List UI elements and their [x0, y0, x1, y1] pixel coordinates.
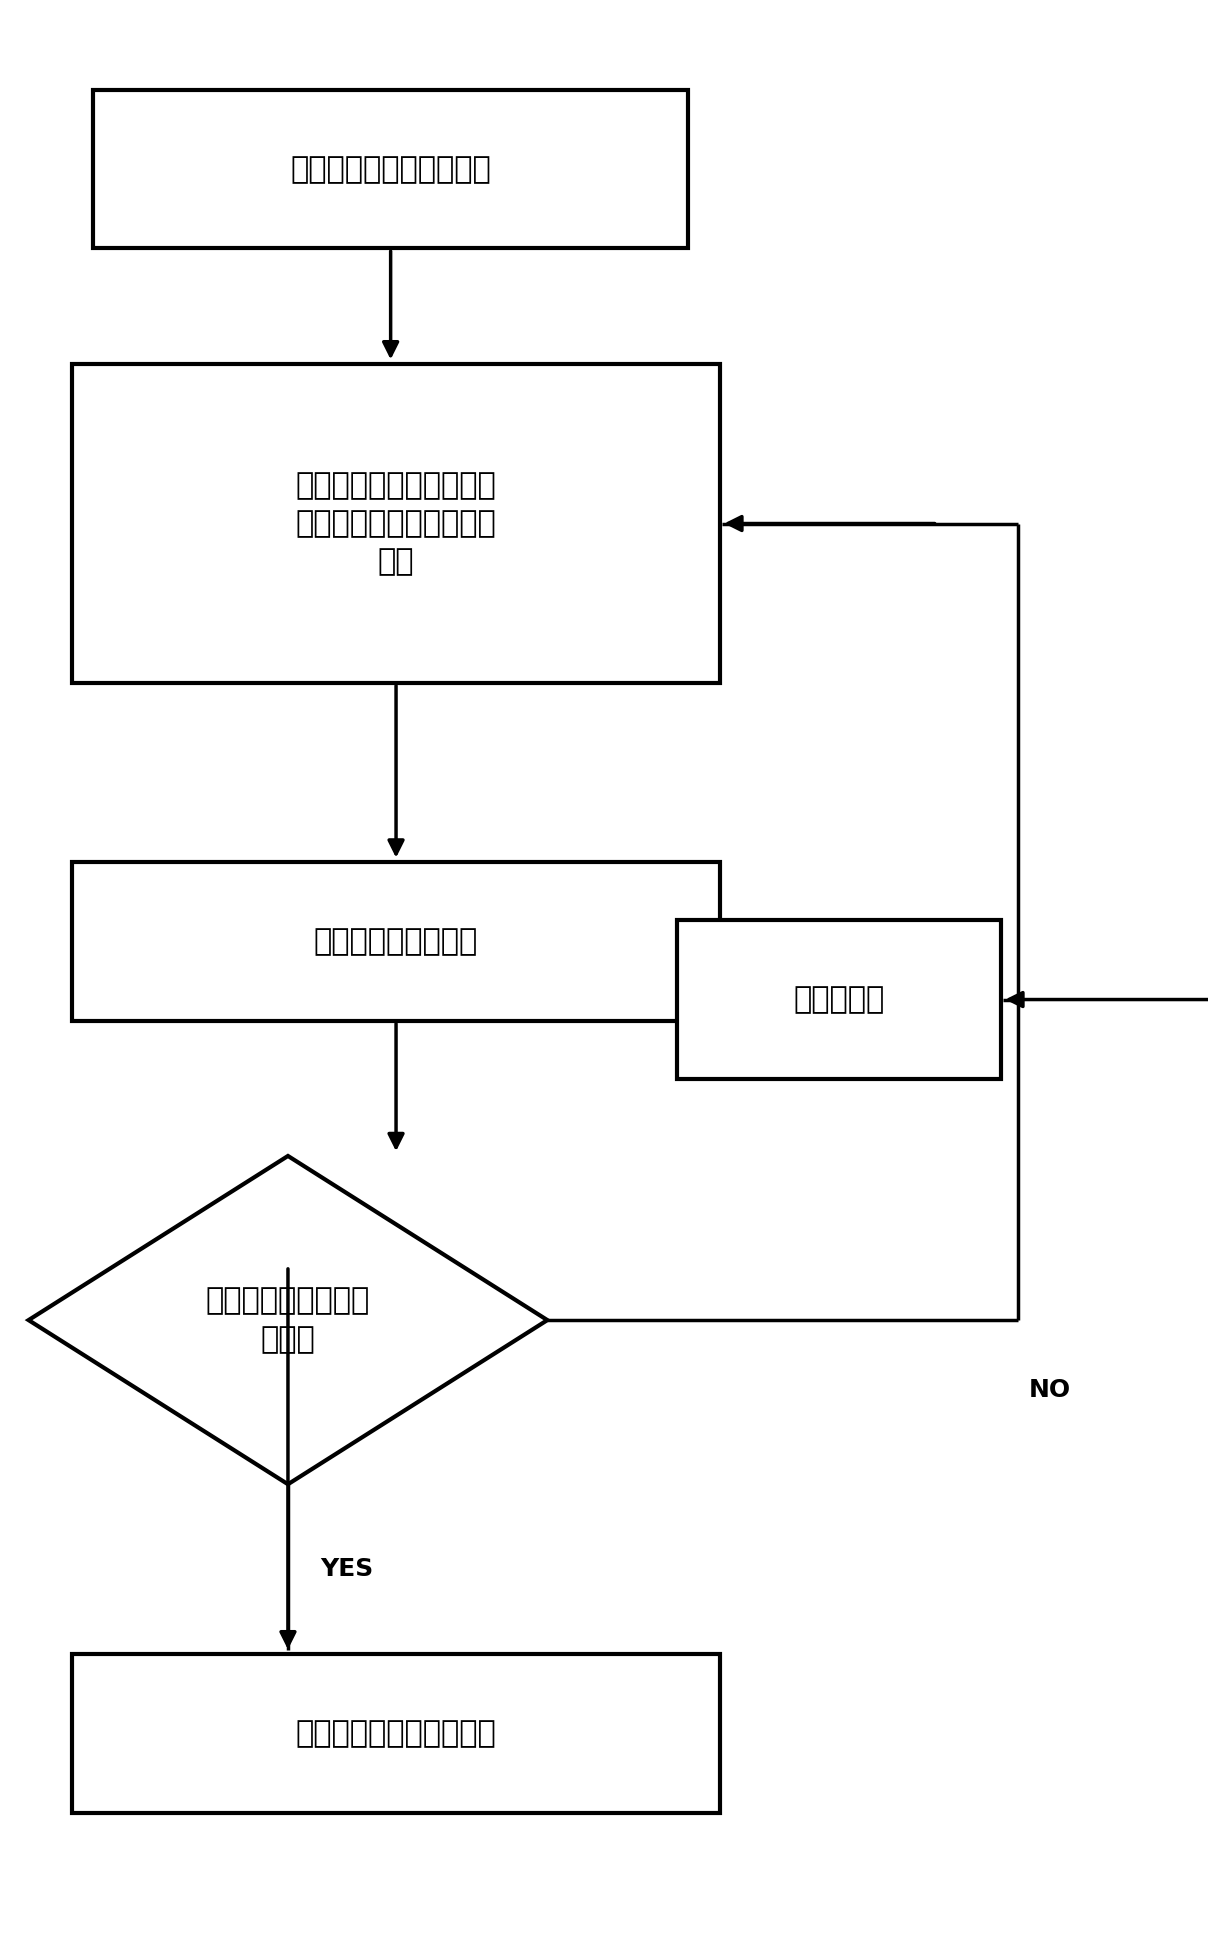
Text: NO: NO — [1028, 1379, 1070, 1402]
Text: 满意区间概率大于满
意值？: 满意区间概率大于满 意值？ — [205, 1286, 370, 1354]
Bar — [71, 1653, 720, 1813]
Bar — [71, 364, 720, 683]
Text: 基于椭球拟合模型通过最
小二乘法估计磁力计误差
模型: 基于椭球拟合模型通过最 小二乘法估计磁力计误差 模型 — [296, 471, 496, 576]
Polygon shape — [29, 1155, 547, 1484]
Bar — [71, 862, 720, 1021]
Text: YES: YES — [320, 1558, 373, 1581]
Text: 建立磁力计椭球拟合模型: 建立磁力计椭球拟合模型 — [290, 156, 490, 183]
Text: 计算磁力计残差分布: 计算磁力计残差分布 — [314, 928, 478, 957]
Bar — [93, 89, 687, 249]
Text: 去除去噪点: 去除去噪点 — [794, 984, 884, 1013]
Bar — [676, 920, 1001, 1079]
Text: 得到磁力计误差系数估计: 得到磁力计误差系数估计 — [296, 1719, 496, 1749]
